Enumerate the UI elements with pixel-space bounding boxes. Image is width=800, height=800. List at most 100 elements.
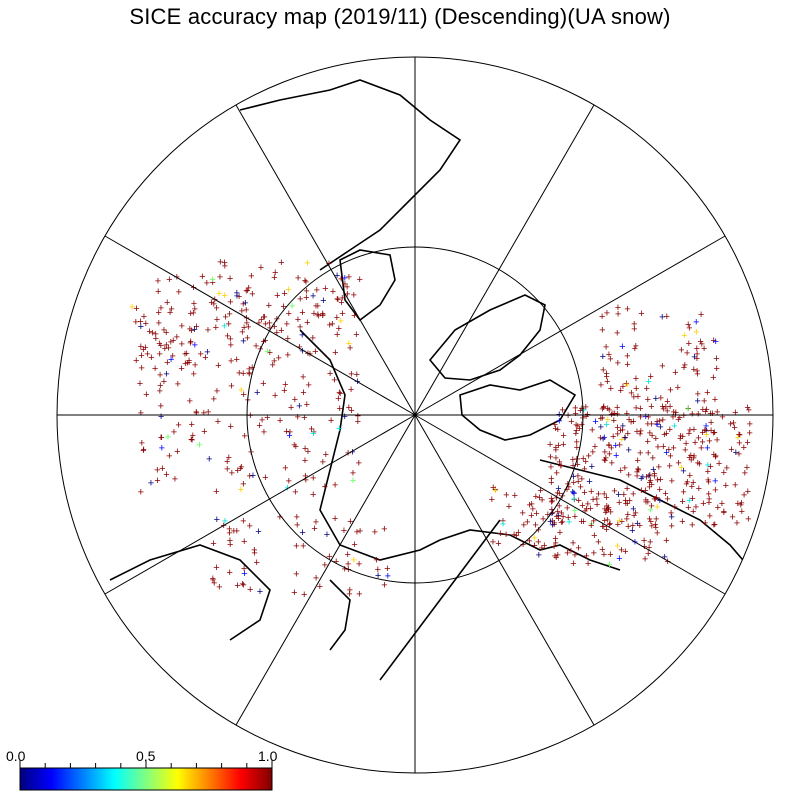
accuracy-marker: +: [631, 510, 637, 522]
accuracy-marker: +: [335, 393, 341, 405]
accuracy-marker: +: [304, 258, 310, 270]
accuracy-marker: +: [492, 485, 498, 497]
accuracy-marker: +: [241, 563, 247, 575]
accuracy-marker: +: [214, 314, 220, 326]
accuracy-marker: +: [209, 274, 215, 286]
accuracy-marker: +: [159, 442, 165, 454]
accuracy-marker: +: [553, 442, 559, 454]
accuracy-marker: +: [240, 368, 246, 380]
accuracy-marker: +: [310, 489, 316, 501]
accuracy-marker: +: [278, 325, 284, 337]
accuracy-marker: +: [253, 557, 259, 569]
accuracy-marker: +: [591, 530, 597, 542]
accuracy-marker: +: [603, 371, 609, 383]
accuracy-marker: +: [617, 385, 623, 397]
accuracy-marker: +: [138, 363, 144, 375]
accuracy-marker: +: [645, 448, 651, 460]
accuracy-marker: +: [694, 353, 700, 365]
accuracy-marker: +: [594, 499, 600, 511]
accuracy-marker: +: [354, 527, 360, 539]
accuracy-marker: +: [267, 323, 273, 335]
accuracy-marker: +: [553, 493, 559, 505]
accuracy-marker: +: [662, 488, 668, 500]
accuracy-marker: +: [624, 304, 630, 316]
accuracy-marker: +: [744, 402, 750, 414]
accuracy-marker: +: [721, 467, 727, 479]
accuracy-marker: +: [711, 427, 717, 439]
accuracy-marker: +: [588, 486, 594, 498]
accuracy-marker: +: [712, 394, 718, 406]
accuracy-marker: +: [304, 317, 310, 329]
accuracy-marker: +: [653, 393, 659, 405]
accuracy-marker: +: [590, 516, 596, 528]
accuracy-marker: +: [222, 516, 228, 528]
accuracy-marker: +: [206, 453, 212, 465]
accuracy-marker: +: [294, 519, 300, 531]
accuracy-marker: +: [213, 486, 219, 498]
accuracy-marker: +: [500, 516, 506, 528]
accuracy-marker: +: [282, 462, 288, 474]
accuracy-marker: +: [651, 494, 657, 506]
meridian-line: [235, 104, 416, 416]
accuracy-marker: +: [645, 376, 651, 388]
accuracy-marker: +: [139, 437, 145, 449]
accuracy-marker: +: [741, 490, 747, 502]
accuracy-marker: +: [628, 416, 634, 428]
accuracy-marker: +: [607, 506, 613, 518]
accuracy-marker: +: [707, 511, 713, 523]
accuracy-marker: +: [604, 515, 610, 527]
accuracy-marker: +: [245, 322, 251, 334]
accuracy-marker: +: [606, 559, 612, 571]
accuracy-marker: +: [695, 408, 701, 420]
accuracy-marker: +: [605, 504, 611, 516]
accuracy-marker: +: [604, 376, 610, 388]
accuracy-marker: +: [304, 399, 310, 411]
accuracy-marker: +: [614, 402, 620, 414]
accuracy-marker: +: [313, 572, 319, 584]
accuracy-marker: +: [598, 413, 604, 425]
accuracy-marker: +: [216, 288, 222, 300]
accuracy-marker: +: [654, 501, 660, 513]
accuracy-marker: +: [741, 442, 747, 454]
accuracy-marker: +: [342, 273, 348, 285]
accuracy-marker: +: [537, 485, 543, 497]
accuracy-marker: +: [247, 584, 253, 596]
accuracy-marker: +: [186, 357, 192, 369]
accuracy-marker: +: [688, 455, 694, 467]
accuracy-marker: +: [251, 545, 257, 557]
accuracy-marker: +: [148, 478, 154, 490]
accuracy-marker: +: [667, 450, 673, 462]
accuracy-marker: +: [555, 440, 561, 452]
accuracy-marker: +: [271, 356, 277, 368]
accuracy-marker: +: [744, 437, 750, 449]
accuracy-marker: +: [168, 303, 174, 315]
accuracy-marker: +: [300, 387, 306, 399]
accuracy-marker: +: [634, 467, 640, 479]
accuracy-marker: +: [182, 358, 188, 370]
accuracy-marker: +: [334, 329, 340, 341]
accuracy-marker: +: [334, 312, 340, 324]
accuracy-marker: +: [221, 257, 227, 269]
accuracy-marker: +: [188, 325, 194, 337]
accuracy-marker: +: [710, 335, 716, 347]
accuracy-marker: +: [580, 453, 586, 465]
accuracy-marker: +: [258, 262, 264, 274]
accuracy-marker: +: [210, 573, 216, 585]
accuracy-marker: +: [148, 352, 154, 364]
accuracy-marker: +: [256, 318, 262, 330]
accuracy-marker: +: [570, 538, 576, 550]
accuracy-marker: +: [579, 403, 585, 415]
accuracy-marker: +: [585, 451, 591, 463]
accuracy-marker: +: [373, 555, 379, 567]
accuracy-marker: +: [233, 354, 239, 366]
accuracy-marker: +: [176, 287, 182, 299]
accuracy-marker: +: [552, 551, 558, 563]
accuracy-marker: +: [260, 312, 266, 324]
accuracy-marker: +: [583, 411, 589, 423]
accuracy-marker: +: [731, 422, 737, 434]
accuracy-marker: +: [570, 471, 576, 483]
accuracy-marker: +: [568, 545, 574, 557]
accuracy-marker: +: [216, 582, 222, 594]
accuracy-marker: +: [714, 434, 720, 446]
accuracy-marker: +: [199, 271, 205, 283]
